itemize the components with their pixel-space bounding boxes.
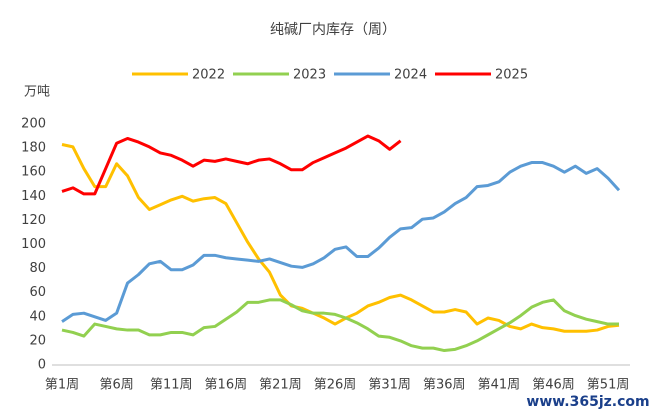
y-tick-label: 180 <box>21 141 46 156</box>
watermark: www.365jz.com <box>526 394 649 410</box>
x-tick-label: 第31周 <box>368 378 411 393</box>
x-tick-label: 第51周 <box>587 378 630 393</box>
x-tick-label: 第6周 <box>99 378 133 393</box>
x-tick-label: 第1周 <box>45 378 79 393</box>
y-tick-label: 0 <box>38 358 46 373</box>
x-tick-label: 第11周 <box>150 378 193 393</box>
x-tick-label: 第41周 <box>478 378 521 393</box>
y-tick-label: 120 <box>21 213 46 228</box>
y-tick-label: 40 <box>29 309 46 324</box>
legend-label: 2024 <box>394 68 427 83</box>
legend-label: 2022 <box>192 68 225 83</box>
series-line <box>61 143 620 333</box>
x-tick-label: 第26周 <box>314 378 357 393</box>
y-tick-label: 200 <box>21 117 46 132</box>
y-tick-label: 80 <box>29 261 46 276</box>
legend-label: 2025 <box>495 68 528 83</box>
x-tick-label: 第16周 <box>205 378 248 393</box>
y-tick-label: 100 <box>21 237 46 252</box>
series-line <box>61 161 621 323</box>
x-tick-label: 第46周 <box>532 378 575 393</box>
y-tick-label: 140 <box>21 189 46 204</box>
legend-label: 2023 <box>293 68 326 83</box>
chart-title: 纯碱厂内库存（周） <box>270 22 396 38</box>
x-tick-label: 第21周 <box>259 378 302 393</box>
y-tick-label: 160 <box>21 165 46 180</box>
y-tick-label: 60 <box>29 285 46 300</box>
y-axis-label: 万吨 <box>24 85 50 100</box>
x-tick-label: 第36周 <box>423 378 466 393</box>
series-line <box>61 134 402 196</box>
y-tick-label: 20 <box>29 333 46 348</box>
series-line <box>61 298 619 353</box>
